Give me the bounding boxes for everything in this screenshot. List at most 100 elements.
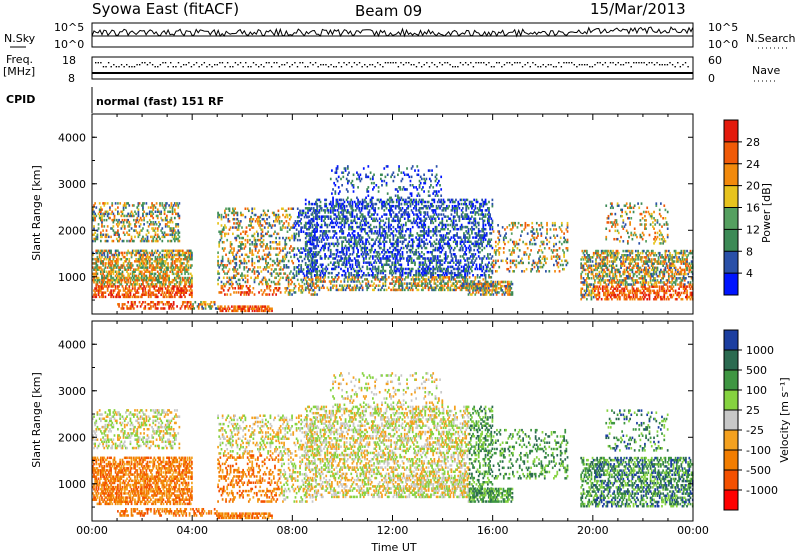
heatmap-cell [424, 267, 427, 271]
heatmap-cell [327, 246, 330, 250]
heatmap-cell [411, 202, 414, 206]
heatmap-cell [439, 259, 441, 262]
heatmap-cell [147, 278, 150, 282]
heatmap-cell [349, 234, 351, 237]
heatmap-cell [434, 211, 437, 214]
heatmap-cell [378, 223, 381, 227]
heatmap-cell [308, 215, 311, 218]
heatmap-cell [379, 288, 382, 292]
heatmap-cell [113, 216, 116, 220]
heatmap-cell [172, 266, 175, 269]
heatmap-cell [181, 303, 184, 306]
heatmap-cell [329, 217, 332, 220]
heatmap-cell [162, 270, 165, 274]
heatmap-cell [316, 227, 318, 231]
heatmap-cell [165, 289, 168, 292]
heatmap-cell [415, 276, 418, 279]
heatmap-cell [151, 227, 153, 230]
heatmap-cell [287, 222, 290, 225]
nave-point [97, 62, 99, 64]
heatmap-cell [434, 248, 437, 252]
heatmap-cell [298, 215, 300, 219]
heatmap-cell [111, 278, 114, 282]
nave-point [338, 62, 340, 64]
heatmap-cell [301, 211, 304, 215]
heatmap-cell [234, 305, 237, 308]
heatmap-cell [131, 287, 134, 290]
heatmap-cell [340, 288, 342, 292]
heatmap-cell [296, 266, 299, 269]
heatmap-cell [138, 202, 141, 205]
heatmap-cell [451, 209, 454, 212]
heatmap-cell [177, 291, 180, 294]
heatmap-cell [99, 235, 102, 239]
heatmap-cell [188, 300, 191, 304]
nave-point [555, 66, 557, 68]
heatmap-cell [123, 276, 126, 280]
heatmap-cell [242, 243, 244, 246]
heatmap-cell [351, 204, 354, 208]
heatmap-cell [436, 215, 439, 218]
heatmap-cell [150, 220, 152, 224]
heatmap-cell [368, 230, 371, 233]
nave-point [495, 62, 498, 64]
heatmap-cell [358, 269, 361, 273]
heatmap-cell [189, 272, 192, 276]
heatmap-cell [353, 234, 356, 237]
heatmap-cell [135, 251, 137, 255]
heatmap-cell [95, 276, 98, 280]
heatmap-cell [384, 240, 387, 244]
heatmap-cell [313, 230, 316, 234]
heatmap-cell [229, 278, 232, 282]
heatmap-cell [253, 245, 256, 248]
heatmap-cell [324, 204, 326, 208]
heatmap-cell [171, 272, 174, 276]
heatmap-cell [384, 213, 387, 216]
heatmap-cell [333, 257, 336, 260]
heatmap-cell [377, 265, 380, 269]
heatmap-cell [111, 204, 114, 207]
nave-point [635, 62, 638, 64]
heatmap-cell [308, 253, 311, 256]
heatmap-cell [227, 220, 230, 223]
heatmap-cell [318, 286, 321, 290]
heatmap-cell [142, 300, 144, 304]
heatmap-cell [398, 263, 400, 267]
heatmap-cell [93, 225, 95, 228]
heatmap-cell [320, 225, 323, 229]
heatmap-cell [352, 246, 355, 250]
heatmap-cell [142, 227, 144, 230]
heatmap-cell [427, 200, 430, 204]
nave-point [369, 64, 371, 66]
heatmap-cell [239, 305, 241, 308]
heatmap-cell [333, 234, 336, 237]
heatmap-cell [253, 293, 256, 296]
heatmap-cell [277, 217, 280, 221]
heatmap-cell [146, 266, 149, 269]
heatmap-cell [275, 240, 277, 244]
heatmap-cell [151, 272, 153, 276]
heatmap-cell [382, 219, 384, 223]
heatmap-cell [331, 271, 333, 275]
heatmap-cell [411, 246, 414, 250]
heatmap-cell [239, 259, 242, 263]
heatmap-cell [288, 293, 291, 296]
heatmap-cell [151, 251, 153, 255]
heatmap-cell [398, 219, 400, 223]
heatmap-cell [357, 204, 359, 208]
heatmap-cell [168, 295, 171, 299]
heatmap-cell [135, 225, 137, 228]
nave-point [356, 64, 358, 66]
heatmap-cell [117, 249, 119, 253]
heatmap-cell [292, 247, 295, 250]
heatmap-cell [300, 284, 303, 288]
heatmap-cell [333, 213, 336, 216]
heatmap-cell [453, 211, 456, 214]
heatmap-cell [162, 283, 165, 286]
heatmap-cell [418, 274, 421, 277]
heatmap-cell [247, 268, 250, 271]
heatmap-cell [161, 239, 164, 243]
heatmap-cell [110, 285, 112, 288]
heatmap-cell [316, 225, 318, 229]
heatmap-cell [179, 289, 182, 292]
